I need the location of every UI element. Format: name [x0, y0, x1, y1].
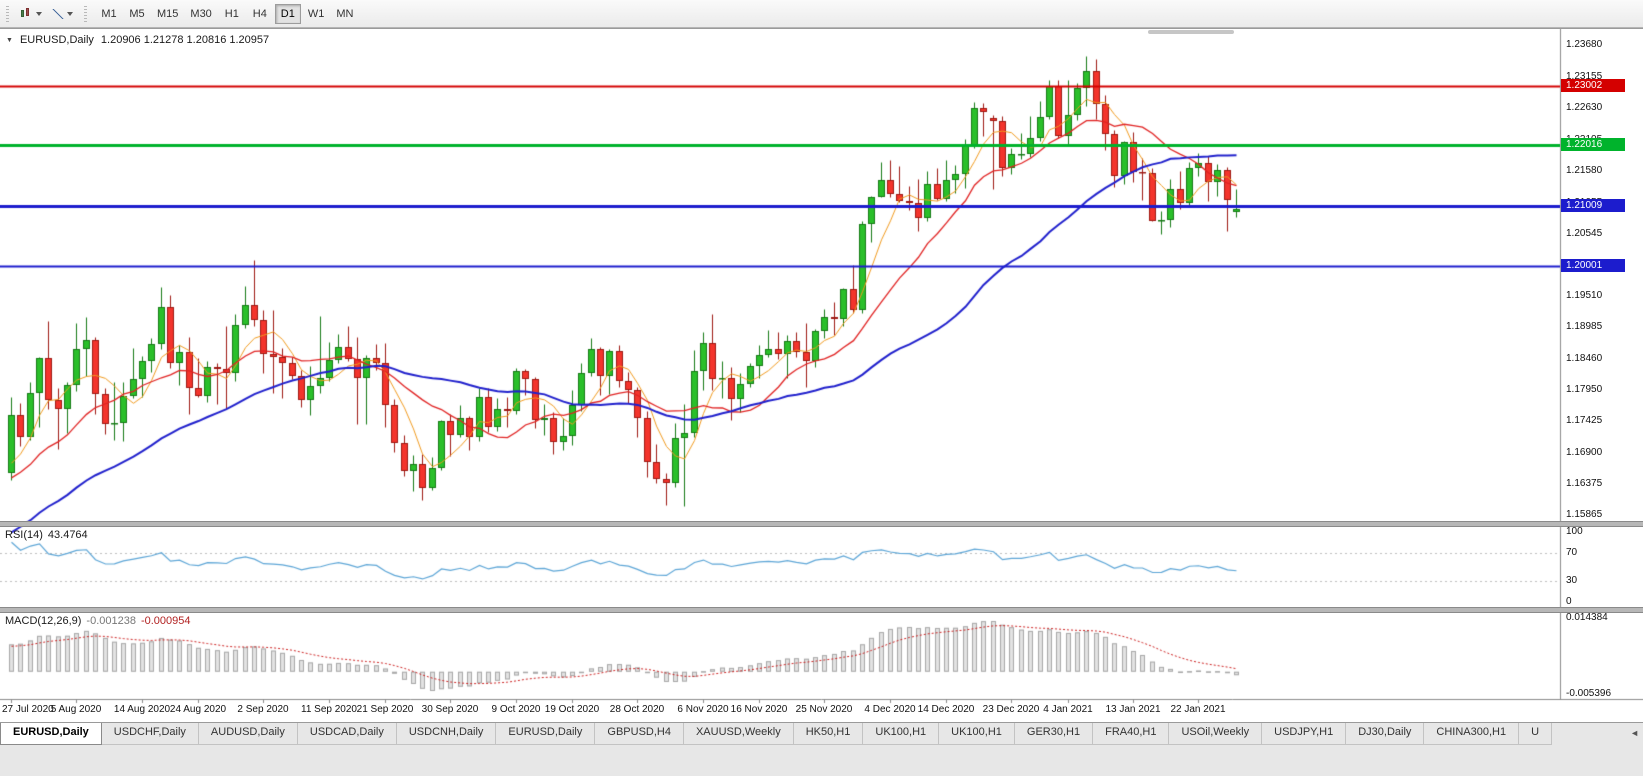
timeframe-mn-button[interactable]: MN	[331, 4, 358, 24]
macd-signal-value: -0.000954	[140, 615, 191, 627]
price-scale-label: 1.21580	[1566, 165, 1603, 176]
date-tick-label: 23 Dec 2020	[982, 704, 1040, 715]
candlestick-icon	[20, 7, 33, 20]
chart-tab[interactable]: USDCHF,Daily	[101, 723, 199, 745]
chart-tab[interactable]: GER30,H1	[1014, 723, 1094, 745]
chart-tab[interactable]: GBPUSD,H4	[595, 723, 684, 745]
rsi-panel-splitter[interactable]	[0, 521, 1643, 527]
top-toolbar: M1 M5 M15 M30 H1 H4 D1 W1 MN	[0, 0, 1643, 28]
rsi-scale-label: 70	[1566, 547, 1578, 558]
price-scale-label: 1.16900	[1566, 447, 1603, 458]
chart-tab[interactable]: HK50,H1	[793, 723, 864, 745]
chart-tab[interactable]: USDJPY,H1	[1262, 723, 1347, 745]
date-tick-label: 24 Aug 2020	[169, 704, 227, 715]
rsi-label-row: RSI(14) 43.4764	[5, 529, 88, 541]
date-tick-label: 28 Oct 2020	[609, 704, 665, 715]
price-scale-label: 1.16375	[1566, 478, 1603, 489]
price-scale-label: 1.17425	[1566, 415, 1603, 426]
date-tick-label: 30 Sep 2020	[421, 704, 479, 715]
chart-ohlc-values: 1.20906 1.21278 1.20816 1.20957	[100, 34, 270, 46]
chart-tab[interactable]: USDCAD,Daily	[297, 723, 397, 745]
toolbar-grip[interactable]	[6, 5, 9, 22]
date-tick-label: 16 Nov 2020	[730, 704, 788, 715]
price-scale-label: 1.23680	[1566, 39, 1603, 50]
date-tick-label: 21 Sep 2020	[356, 704, 414, 715]
chart-tab[interactable]: FRA40,H1	[1093, 723, 1170, 745]
timeframe-m1-button[interactable]: M1	[96, 4, 122, 24]
chart-tab[interactable]: AUDUSD,Daily	[198, 723, 298, 745]
price-scale-label: 1.18460	[1566, 353, 1603, 364]
chart-window: ▼ EURUSD,Daily 1.20906 1.21278 1.20816 1…	[0, 28, 1643, 723]
chart-symbol-period: EURUSD,Daily	[19, 34, 94, 46]
date-tick-label: 5 Aug 2020	[50, 704, 102, 715]
macd-label-row: MACD(12,26,9) -0.001238 -0.000954	[5, 615, 191, 627]
bottom-tabbar: EURUSD,Daily USDCHF,Daily AUDUSD,Daily USDC…	[0, 722, 1643, 776]
rsi-scale-label: 0	[1566, 596, 1572, 607]
macd-scale-label: 0.014384	[1566, 612, 1608, 623]
price-scale-label: 1.18985	[1566, 321, 1603, 332]
rsi-indicator-name: RSI(14)	[5, 529, 43, 541]
timeframe-button-group: M1 M5 M15 M30 H1 H4 D1 W1 MN	[95, 3, 359, 24]
rsi-indicator-value: 43.4764	[47, 529, 88, 541]
date-tick-label: 9 Oct 2020	[491, 704, 541, 715]
chart-scrollbar-thumb[interactable]	[1148, 30, 1234, 34]
price-scale-label: 1.20545	[1566, 228, 1603, 239]
date-tick-label: 11 Sep 2020	[301, 704, 357, 715]
chart-tab[interactable]: EURUSD,Daily	[496, 723, 596, 745]
chart-tab[interactable]: XAUUSD,Weekly	[683, 723, 794, 745]
date-tick-label: 25 Nov 2020	[795, 704, 853, 715]
rsi-scale-label: 30	[1566, 575, 1578, 586]
timeframe-d1-button[interactable]: D1	[274, 3, 301, 24]
date-tick-label: 6 Nov 2020	[677, 704, 729, 715]
indicators-button[interactable]	[47, 4, 78, 24]
macd-panel-splitter[interactable]	[0, 607, 1643, 613]
date-tick-label: 19 Oct 2020	[544, 704, 600, 715]
date-tick-label: 14 Aug 2020	[113, 704, 171, 715]
date-tick-label: 22 Jan 2021	[1170, 704, 1226, 715]
price-scale-label: 1.22630	[1566, 102, 1603, 113]
date-tick-label: 14 Dec 2020	[917, 704, 975, 715]
chart-tab[interactable]: U	[1519, 723, 1553, 745]
macd-indicator-name: MACD(12,26,9)	[5, 615, 82, 627]
chevron-down-icon	[36, 11, 42, 16]
chart-tab[interactable]: USDCNH,Daily	[396, 723, 497, 745]
chart-menu-icon[interactable]: ▼	[6, 36, 13, 44]
chart-tab[interactable]: UK100,H1	[863, 723, 940, 745]
date-tick-label: 13 Jan 2021	[1105, 704, 1161, 715]
rsi-scale-label: 100	[1566, 526, 1583, 537]
chart-tab[interactable]: DJ30,Daily	[1346, 723, 1425, 745]
date-tick-label: 4 Jan 2021	[1043, 704, 1093, 715]
chart-type-button[interactable]	[15, 4, 47, 24]
hline-price-tag[interactable]: 1.21009	[1561, 199, 1625, 212]
timeframe-h4-button[interactable]: H4	[247, 4, 273, 24]
price-scale-label: 1.19510	[1566, 290, 1603, 301]
timeframe-h1-button[interactable]: H1	[219, 4, 245, 24]
chart-tab[interactable]: UK100,H1	[939, 723, 1015, 745]
price-scale-label: 1.17950	[1566, 384, 1603, 395]
chart-title-bar: ▼ EURUSD,Daily 1.20906 1.21278 1.20816 1…	[6, 34, 269, 46]
hline-price-tag[interactable]: 1.22016	[1561, 138, 1625, 151]
chart-canvas[interactable]	[0, 29, 1643, 723]
chart-tab[interactable]: USOil,Weekly	[1169, 723, 1263, 745]
chart-tab[interactable]: CHINA300,H1	[1424, 723, 1520, 745]
toolbar-grip[interactable]	[84, 5, 87, 22]
timeframe-m5-button[interactable]: M5	[124, 4, 150, 24]
date-tick-label: 27 Jul 2020	[2, 704, 54, 715]
macd-main-value: -0.001238	[86, 615, 136, 627]
tab-scroll-left-icon[interactable]: ◄	[1630, 728, 1639, 738]
timeframe-w1-button[interactable]: W1	[303, 4, 330, 24]
price-scale-label: 1.23155	[1566, 71, 1603, 82]
chart-tab[interactable]: EURUSD,Daily	[0, 723, 102, 745]
hline-price-tag[interactable]: 1.20001	[1561, 259, 1625, 272]
hline-price-tag[interactable]: 1.23002	[1561, 79, 1625, 92]
chart-tabs: EURUSD,Daily USDCHF,Daily AUDUSD,Daily USDC…	[0, 723, 1643, 745]
timeframe-m15-button[interactable]: M15	[152, 4, 183, 24]
macd-scale-label: -0.005396	[1566, 688, 1612, 699]
chevron-down-icon	[67, 11, 73, 16]
date-tick-label: 2 Sep 2020	[237, 704, 289, 715]
date-tick-label: 4 Dec 2020	[864, 704, 916, 715]
chart-line-icon	[52, 8, 64, 19]
price-scale-label: 1.15865	[1566, 509, 1603, 520]
timeframe-m30-button[interactable]: M30	[185, 4, 216, 24]
